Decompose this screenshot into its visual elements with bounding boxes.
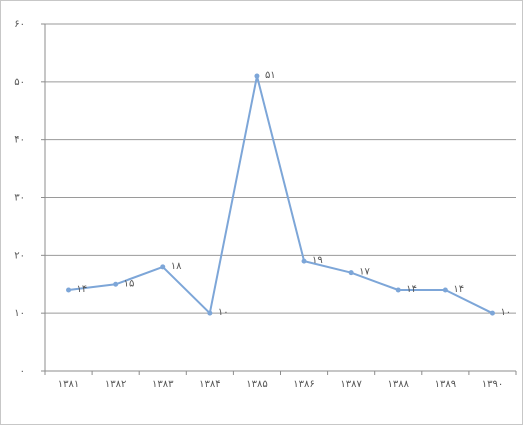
data-point: [66, 287, 72, 293]
data-point: [489, 310, 495, 316]
data-point: [207, 310, 213, 316]
data-label: ۱۴: [406, 284, 417, 295]
series: [66, 73, 495, 316]
x-tick-label: ۱۳۸۵: [246, 379, 267, 390]
data-label: ۱۸: [171, 261, 182, 272]
data-label: ۱۴: [77, 284, 88, 295]
x-tick-label: ۱۳۹۰: [482, 379, 503, 390]
data-label: ۱۰: [500, 307, 511, 318]
data-label: ۱۴: [453, 284, 464, 295]
data-label: ۱۷: [359, 267, 370, 278]
y-tick-label: ۱۰: [14, 308, 25, 319]
gridlines: [45, 23, 516, 314]
x-tick-label: ۱۳۸۹: [435, 379, 456, 390]
y-tick-label: ۶۰: [14, 19, 25, 30]
data-label: ۵۱: [265, 70, 276, 81]
y-tick-label: ۲۰: [14, 250, 25, 261]
data-point: [254, 73, 260, 79]
data-point: [301, 258, 307, 264]
axes: [41, 23, 517, 375]
x-tick-label: ۱۳۸۲: [105, 379, 126, 390]
x-tick-label: ۱۳۸۳: [152, 379, 174, 390]
x-tick-label: ۱۳۸۱: [58, 379, 79, 390]
data-point: [442, 287, 448, 293]
y-tick-label: ۵۰: [14, 77, 25, 88]
data-label: ۱۹: [312, 255, 323, 266]
x-tick-label: ۱۳۸۶: [293, 379, 314, 390]
data-label: ۱۵: [124, 278, 135, 289]
y-tick-label: ۴۰: [14, 135, 25, 146]
series-line: [68, 75, 493, 315]
x-tick-labels: ۱۳۸۱ ۱۳۸۲ ۱۳۸۳ ۱۳۸۴ ۱۳۸۵ ۱۳۸۶ ۱۳۸۷ ۱۳۸۸ ۱۳۸۹ ۱۳۹۰: [58, 379, 503, 390]
data-point: [395, 287, 401, 293]
y-tick-label: ۰: [20, 366, 25, 377]
y-tick-label: ۳۰: [14, 193, 25, 204]
data-label: ۱۰: [218, 307, 229, 318]
data-point: [113, 281, 119, 287]
x-tick-label: ۱۳۸۴: [199, 379, 220, 390]
data-point: [160, 264, 166, 270]
x-tick-label: ۱۳۸۸: [388, 379, 410, 390]
x-tick-label: ۱۳۸۷: [340, 379, 362, 390]
data-point: [348, 270, 354, 276]
y-tick-labels: ۰ ۱۰ ۲۰ ۳۰ ۴۰ ۵۰ ۶۰: [14, 19, 25, 377]
data-labels: ۱۴ ۱۵ ۱۸ ۱۰ ۵۱ ۱۹ ۱۷ ۱۴ ۱۴ ۱۰: [77, 70, 512, 318]
